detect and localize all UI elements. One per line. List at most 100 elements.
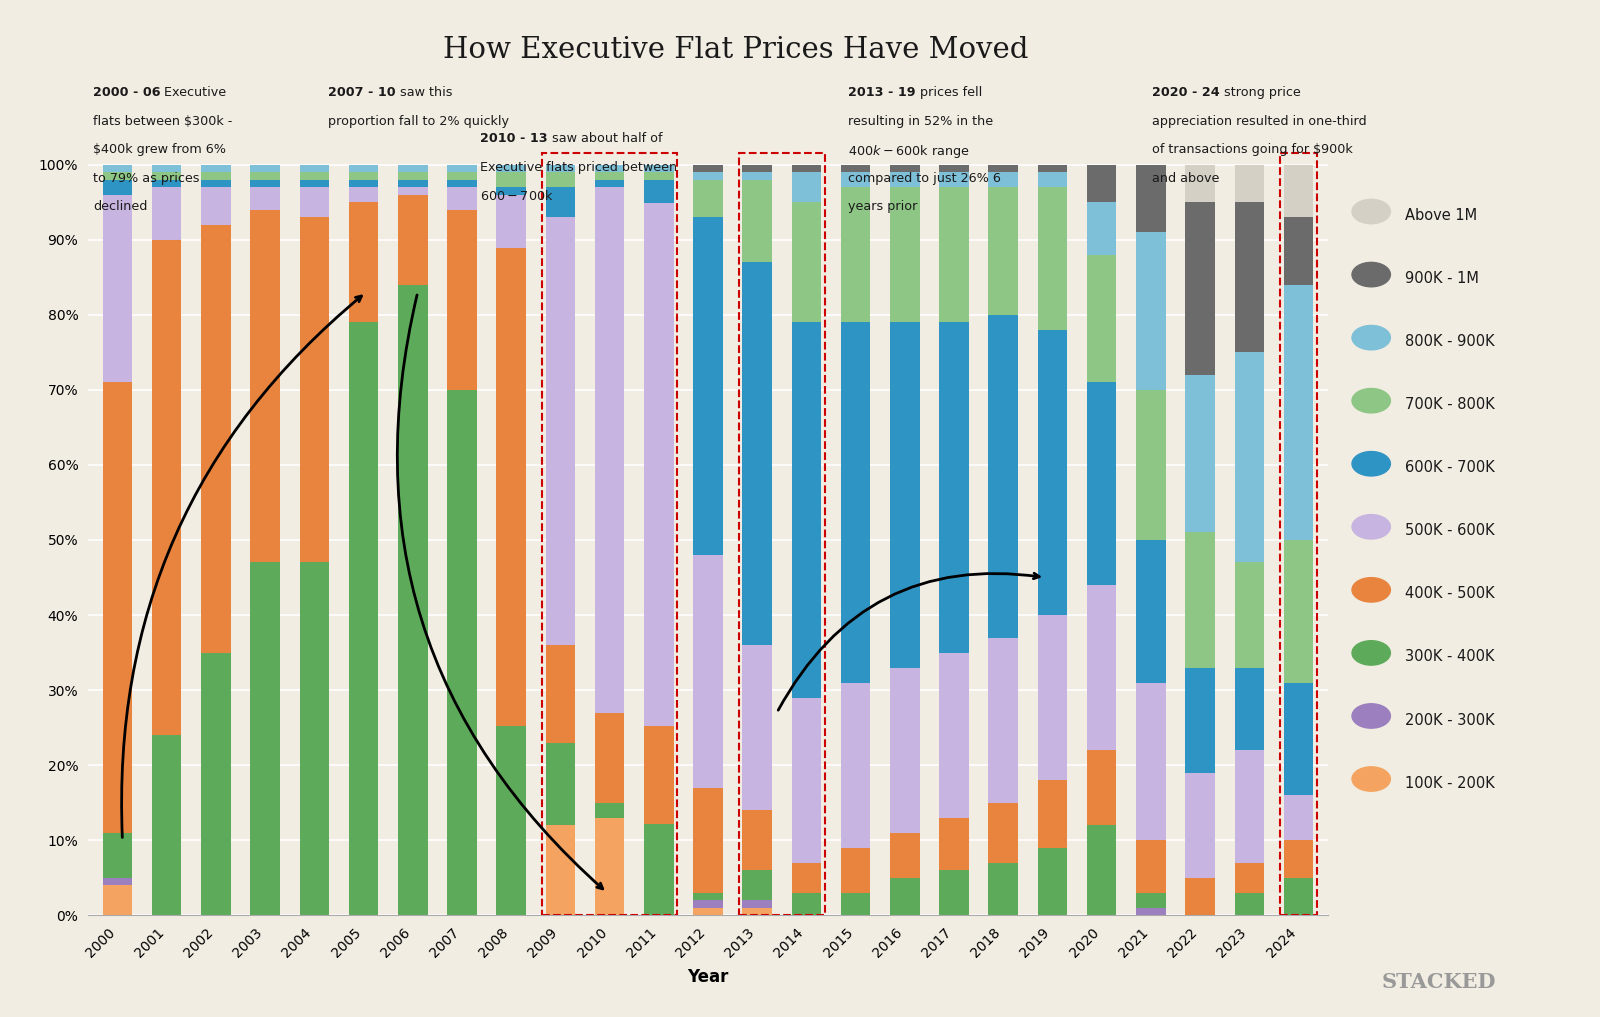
Bar [349,165,378,172]
Bar [1038,848,1067,915]
Bar [693,180,723,218]
Bar [890,878,920,915]
Bar [1086,254,1117,382]
Bar [1283,285,1314,540]
Bar [102,194,133,382]
Text: strong price: strong price [1219,86,1301,100]
Text: to 79% as prices: to 79% as prices [93,172,200,185]
Bar [202,653,230,915]
Text: saw this: saw this [395,86,453,100]
Bar [890,165,920,172]
Bar [792,322,821,698]
Bar [989,802,1018,862]
Bar [102,833,133,878]
Text: 300K - 400K: 300K - 400K [1405,650,1494,664]
Bar [349,172,378,180]
Bar [890,833,920,878]
Bar [349,322,378,915]
Bar [1283,165,1314,218]
Bar [842,682,870,848]
Bar [349,187,378,202]
Bar [842,172,870,187]
Bar [1283,540,1314,682]
Text: Executive flats priced between: Executive flats priced between [480,161,677,174]
Bar [1038,165,1067,172]
Bar [645,202,674,726]
Bar [299,218,330,562]
Text: saw about half of: saw about half of [547,132,662,145]
Text: 2020 - 24: 2020 - 24 [1152,86,1219,100]
Bar [1283,218,1314,285]
Text: 100K - 200K: 100K - 200K [1405,776,1494,790]
Bar [546,218,574,645]
Bar [496,195,526,248]
Bar [1235,352,1264,562]
Bar [939,322,968,653]
Text: compared to just 26% 6: compared to just 26% 6 [848,172,1002,185]
Bar [202,165,230,172]
Bar [1038,615,1067,780]
Bar [496,165,526,172]
Bar [152,240,181,735]
Text: prices fell: prices fell [915,86,982,100]
Bar [1283,840,1314,878]
Bar [496,187,526,195]
Bar [496,248,526,726]
Text: STACKED: STACKED [1381,971,1496,992]
Bar [299,180,330,187]
Bar [250,210,280,562]
Bar [1186,165,1214,202]
Text: 2010 - 13: 2010 - 13 [480,132,547,145]
Bar [496,726,526,915]
Bar [1186,878,1214,915]
Bar [299,165,330,172]
Bar [1136,232,1166,390]
Text: appreciation resulted in one-third: appreciation resulted in one-third [1152,115,1366,128]
Bar [595,713,624,802]
Bar [152,187,181,240]
Bar [1283,878,1314,915]
Bar [1186,667,1214,773]
Bar [398,165,427,172]
Bar [1086,202,1117,254]
Bar [1280,154,1317,915]
Bar [202,225,230,653]
Bar [595,180,624,187]
Bar [250,562,280,915]
Bar [448,210,477,390]
Text: 200K - 300K: 200K - 300K [1405,713,1494,727]
Bar [595,172,624,180]
Bar [939,187,968,322]
Bar [1038,780,1067,848]
Bar [693,900,723,908]
Bar [693,555,723,788]
Bar [742,165,771,172]
Bar [1283,795,1314,840]
Bar [152,735,181,915]
Bar [645,180,674,202]
Text: resulting in 52% in the: resulting in 52% in the [848,115,994,128]
Bar [989,862,1018,915]
Bar [1186,533,1214,667]
Bar [890,172,920,187]
Bar [890,322,920,667]
Bar [448,187,477,210]
Bar [152,180,181,187]
Text: 2000 - 06: 2000 - 06 [93,86,160,100]
Bar [1136,540,1166,682]
Bar [842,848,870,893]
Bar [693,893,723,900]
Text: $400k grew from 6%: $400k grew from 6% [93,143,226,157]
Text: 2013 - 19: 2013 - 19 [848,86,915,100]
Bar [939,653,968,818]
Text: years prior: years prior [848,200,917,214]
Bar [645,172,674,180]
Bar [448,180,477,187]
Bar [890,667,920,833]
Bar [546,165,574,172]
Text: 900K - 1M: 900K - 1M [1405,272,1478,286]
Text: declined: declined [93,200,147,214]
Bar [1086,751,1117,825]
Bar [448,165,477,172]
Bar [102,180,133,194]
